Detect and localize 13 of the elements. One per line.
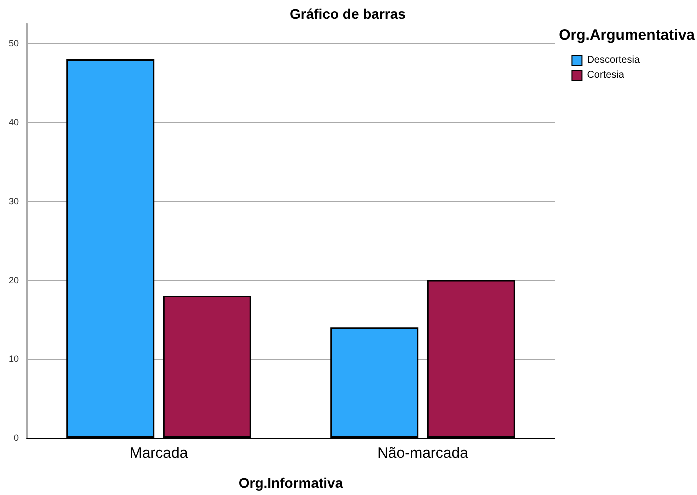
y-tick-label: 20	[8, 275, 19, 286]
y-tick-label: 30	[8, 196, 19, 206]
y-tick-label: 40	[8, 118, 19, 128]
y-tick-label: 50	[8, 38, 19, 49]
legend-label: Cortesia	[587, 70, 625, 81]
legend-title: Org.Argumentativa	[559, 27, 696, 44]
y-tick-label: 10	[8, 354, 19, 364]
y-tick-label: 0	[14, 433, 19, 443]
x-axis-title: Org.Informativa	[238, 475, 344, 491]
x-tick-label: Não-marcada	[378, 445, 470, 462]
legend-label: Descortesia	[587, 55, 640, 66]
x-tick-label: Marcada	[130, 445, 189, 462]
chart-title: Gráfico de barras	[290, 6, 406, 22]
